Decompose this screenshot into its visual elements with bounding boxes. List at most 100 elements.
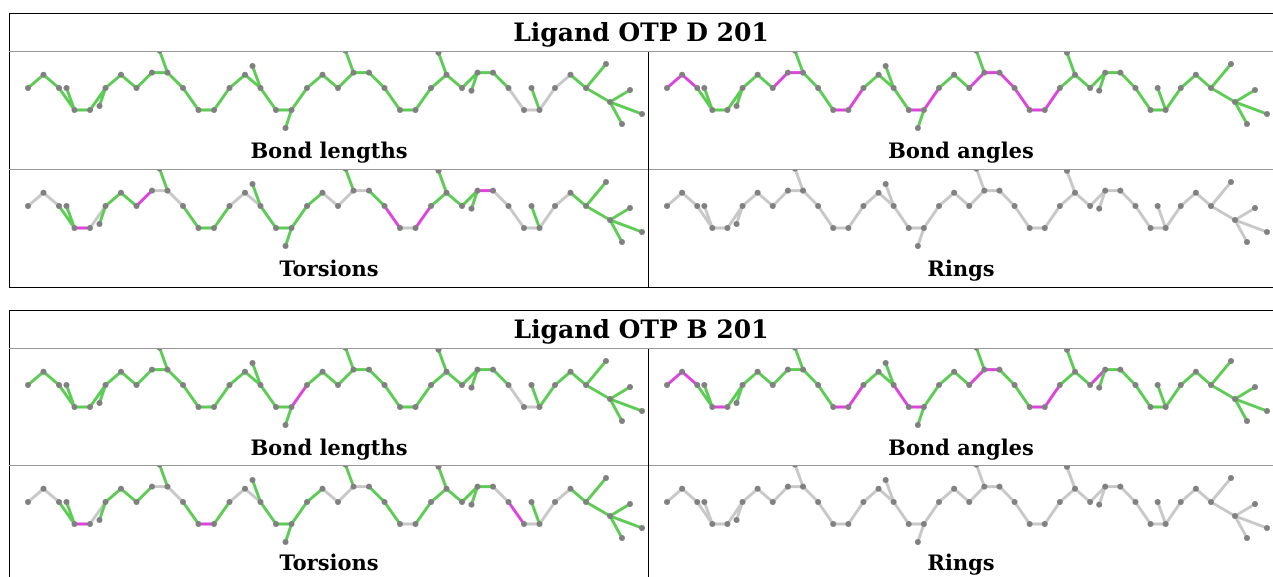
atom (87, 225, 93, 231)
atom (966, 85, 973, 91)
atom (679, 368, 686, 375)
bond (158, 170, 169, 193)
bond (98, 204, 107, 226)
bond (104, 370, 123, 387)
atom (304, 85, 310, 91)
bond (1043, 383, 1062, 409)
ligand-block-1: Ligand OTP D 201 Bond lengths Bond angle… (9, 13, 1273, 288)
bond (284, 108, 293, 130)
bond (1233, 397, 1249, 423)
bond (1209, 359, 1233, 387)
atom (754, 368, 761, 375)
atom (342, 466, 349, 468)
atom (1228, 61, 1234, 67)
bond (1156, 204, 1168, 230)
atom (350, 69, 357, 76)
atom (25, 382, 31, 388)
atom (724, 107, 731, 113)
atom (242, 368, 248, 375)
atom (769, 382, 776, 388)
atom (342, 170, 349, 172)
atom (1011, 382, 1018, 388)
atom (830, 107, 837, 113)
bond (119, 73, 138, 90)
atom (1177, 203, 1184, 209)
bond (735, 383, 745, 405)
atom (468, 205, 475, 212)
atom (1244, 535, 1250, 541)
atom (156, 466, 163, 468)
atom (1228, 358, 1234, 364)
atom (603, 179, 609, 185)
atom (474, 366, 481, 373)
atom (701, 499, 708, 505)
atom (664, 499, 670, 505)
bond (569, 370, 588, 387)
atom (435, 52, 442, 56)
atom (40, 485, 47, 492)
bond (1058, 191, 1077, 208)
atom (288, 521, 295, 527)
atom (1192, 485, 1199, 492)
atom (71, 107, 78, 113)
bond (922, 204, 941, 230)
atom (133, 85, 140, 91)
atom (800, 187, 806, 194)
atom (459, 499, 465, 505)
bond (507, 86, 526, 112)
atom (56, 203, 62, 209)
bond (104, 73, 123, 90)
panel-torsions: Torsions (10, 466, 648, 577)
bond (290, 500, 309, 526)
atom (528, 382, 535, 388)
bond (680, 370, 699, 387)
atom (149, 69, 155, 76)
bond (916, 522, 926, 544)
atom (118, 368, 124, 375)
atom (890, 203, 897, 209)
atom (459, 382, 465, 388)
atom (567, 485, 574, 492)
bond (1194, 191, 1213, 208)
atom (156, 52, 163, 54)
bond (166, 485, 185, 504)
atom (996, 187, 1003, 194)
atom (701, 382, 708, 388)
bond (801, 485, 820, 504)
bond (507, 383, 526, 409)
atom (1041, 521, 1048, 527)
atom (619, 239, 625, 245)
atom (1096, 501, 1103, 508)
bond (553, 73, 572, 90)
atom (366, 187, 372, 194)
atom (468, 87, 475, 94)
bond (1209, 383, 1237, 401)
bond (429, 487, 448, 504)
atom (40, 368, 47, 375)
bond (367, 485, 386, 504)
atom (724, 225, 731, 231)
atom (87, 107, 93, 113)
atom (973, 349, 979, 351)
bond (1013, 383, 1032, 409)
atom (784, 483, 791, 490)
atom (920, 225, 927, 231)
atom (709, 107, 716, 113)
bond (846, 204, 865, 230)
bond (1118, 71, 1137, 90)
bond (608, 397, 624, 423)
bond (608, 397, 644, 413)
bond (1073, 487, 1092, 504)
bond (801, 189, 820, 208)
atom (257, 85, 264, 91)
panel-bond-angles: Bond angles (649, 52, 1273, 169)
atom (784, 187, 791, 194)
atom (1096, 384, 1103, 391)
atom (875, 485, 882, 492)
atom (156, 349, 163, 351)
atom (914, 539, 921, 545)
atom (769, 203, 776, 209)
bond (608, 206, 632, 222)
atom (273, 225, 279, 231)
atom (342, 349, 349, 351)
